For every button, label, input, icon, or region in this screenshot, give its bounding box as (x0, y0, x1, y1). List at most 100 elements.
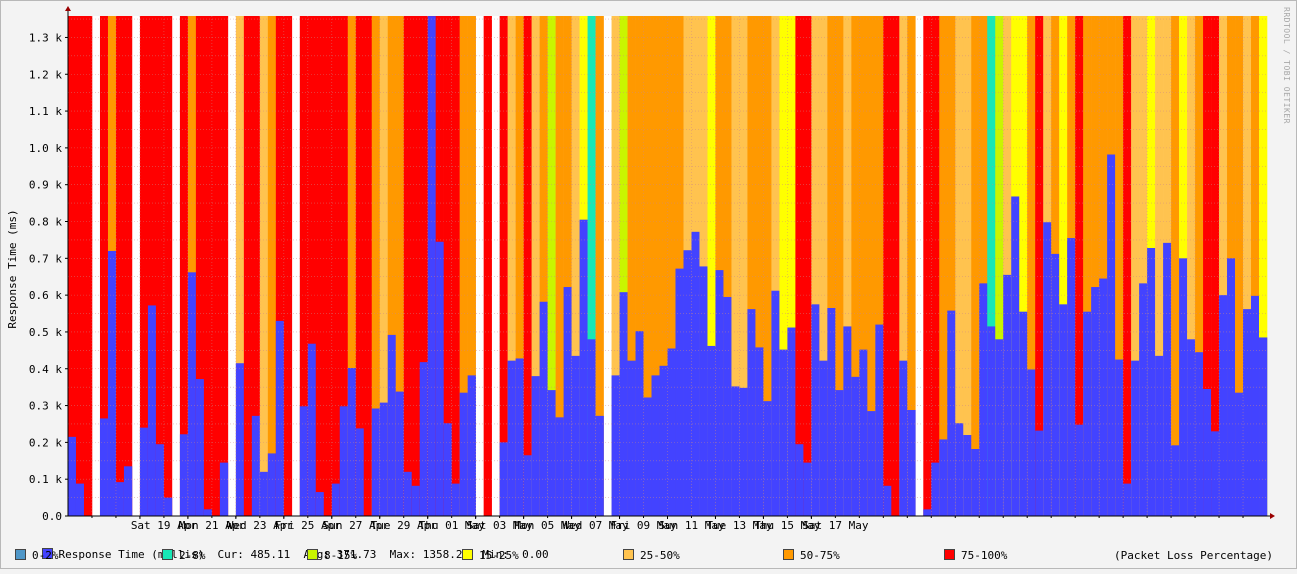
response-bar (1147, 248, 1156, 516)
loss-bar (859, 16, 868, 516)
loss-bar (995, 16, 1004, 516)
response-bar (1251, 295, 1260, 516)
response-bar (1043, 222, 1052, 517)
loss-bar (155, 16, 165, 516)
loss-bar (1099, 16, 1108, 516)
loss-bar (283, 16, 293, 516)
x-tick-label: Thu 15 May (754, 519, 821, 532)
response-bar (515, 358, 524, 516)
response-bar (451, 483, 460, 516)
loss-bar (499, 16, 508, 516)
response-bar (203, 509, 213, 516)
loss-bar (147, 16, 157, 516)
loss-bar (1027, 16, 1036, 516)
response-bar (411, 485, 420, 516)
response-bar (155, 444, 165, 516)
loss-swatch (783, 549, 794, 560)
response-bar (715, 270, 724, 516)
response-bar (523, 455, 532, 516)
response-bar (539, 301, 548, 516)
loss-bar (931, 16, 940, 516)
loss-swatch (944, 549, 955, 560)
response-bar (619, 292, 628, 516)
legend-item-loss-50-75pct: 50-75% (783, 549, 840, 562)
x-tick-label: Sat 03 May (467, 519, 534, 532)
response-bar (883, 485, 892, 516)
loss-bar (651, 16, 660, 516)
response-bar (1107, 154, 1116, 516)
loss-bar (1187, 16, 1196, 516)
bars-layer (68, 16, 1268, 517)
response-bar (339, 406, 349, 516)
loss-bar (331, 16, 341, 516)
response-bar (683, 250, 692, 516)
loss-bar (1115, 16, 1124, 516)
loss-bar (163, 16, 173, 516)
loss-bar (363, 16, 373, 516)
response-bar (939, 439, 948, 516)
loss-bar (1195, 16, 1204, 516)
loss-bar (515, 16, 524, 516)
loss-bar (211, 16, 221, 516)
loss-bar (139, 16, 149, 516)
response-bar (1035, 430, 1044, 516)
axes-layer: 0.0 0.1 k 0.2 k 0.3 k 0.4 k 0.5 k 0.6 k 0.7 k 0.… (29, 6, 1275, 532)
y-tick-label: 1.2 k (29, 68, 62, 81)
loss-bar (1131, 16, 1140, 516)
loss-bar (403, 16, 413, 516)
response-bar (1243, 309, 1252, 516)
loss-bar (275, 16, 285, 516)
response-bar (579, 219, 588, 516)
loss-bar (659, 16, 668, 516)
loss-bar (1075, 16, 1084, 516)
response-bar (987, 326, 996, 516)
response-bar (723, 296, 732, 516)
response-bar (331, 483, 341, 516)
loss-bar (251, 16, 261, 516)
loss-bar (851, 16, 860, 516)
x-tick-label: Sat 19 Apr (131, 519, 198, 532)
loss-bar (883, 16, 892, 516)
response-bar (971, 449, 980, 516)
response-bar (1027, 369, 1036, 516)
x-tick-label: Thu 01 May (419, 519, 486, 532)
response-bar (811, 304, 820, 516)
loss-bar (1219, 16, 1228, 516)
loss-bar (595, 16, 604, 516)
x-tick-label: Mon 21 Apr (179, 519, 246, 532)
loss-bar (755, 16, 764, 516)
loss-bar (899, 16, 908, 516)
response-bar (699, 266, 708, 516)
response-bar (251, 415, 261, 516)
response-bar (651, 375, 660, 516)
response-bar (403, 471, 413, 516)
response-bar (1203, 389, 1212, 516)
x-tick-label: Sun 27 Apr (323, 519, 390, 532)
loss-bar (539, 16, 548, 516)
loss-bar (1091, 16, 1100, 516)
loss-bar (187, 16, 197, 516)
loss-bar (1123, 16, 1132, 516)
response-bar (1155, 355, 1164, 516)
loss-bar (1083, 16, 1092, 516)
response-bar (1075, 424, 1084, 516)
loss-bar (1235, 16, 1244, 516)
response-bar (923, 509, 932, 516)
response-bar (187, 272, 197, 516)
x-tick-label: Tue 29 Apr (371, 519, 438, 532)
loss-bar (795, 16, 804, 516)
response-bar (675, 268, 684, 516)
x-tick-label: Wed 23 Apr (227, 519, 294, 532)
loss-bar (531, 16, 540, 516)
loss-legend-label: 2-8% (179, 549, 206, 562)
response-bar (563, 287, 572, 516)
loss-swatch (307, 549, 318, 560)
response-bar (1059, 304, 1068, 516)
loss-bar (667, 16, 676, 516)
legend-item-loss-8-15pct: 8-15% (307, 549, 357, 562)
response-bar (107, 250, 117, 516)
response-bar (1123, 483, 1132, 516)
response-bar (747, 309, 756, 516)
x-tick-label: Sun 11 May (658, 519, 725, 532)
legend-item-loss-75-100pct: 75-100% (944, 549, 1007, 562)
